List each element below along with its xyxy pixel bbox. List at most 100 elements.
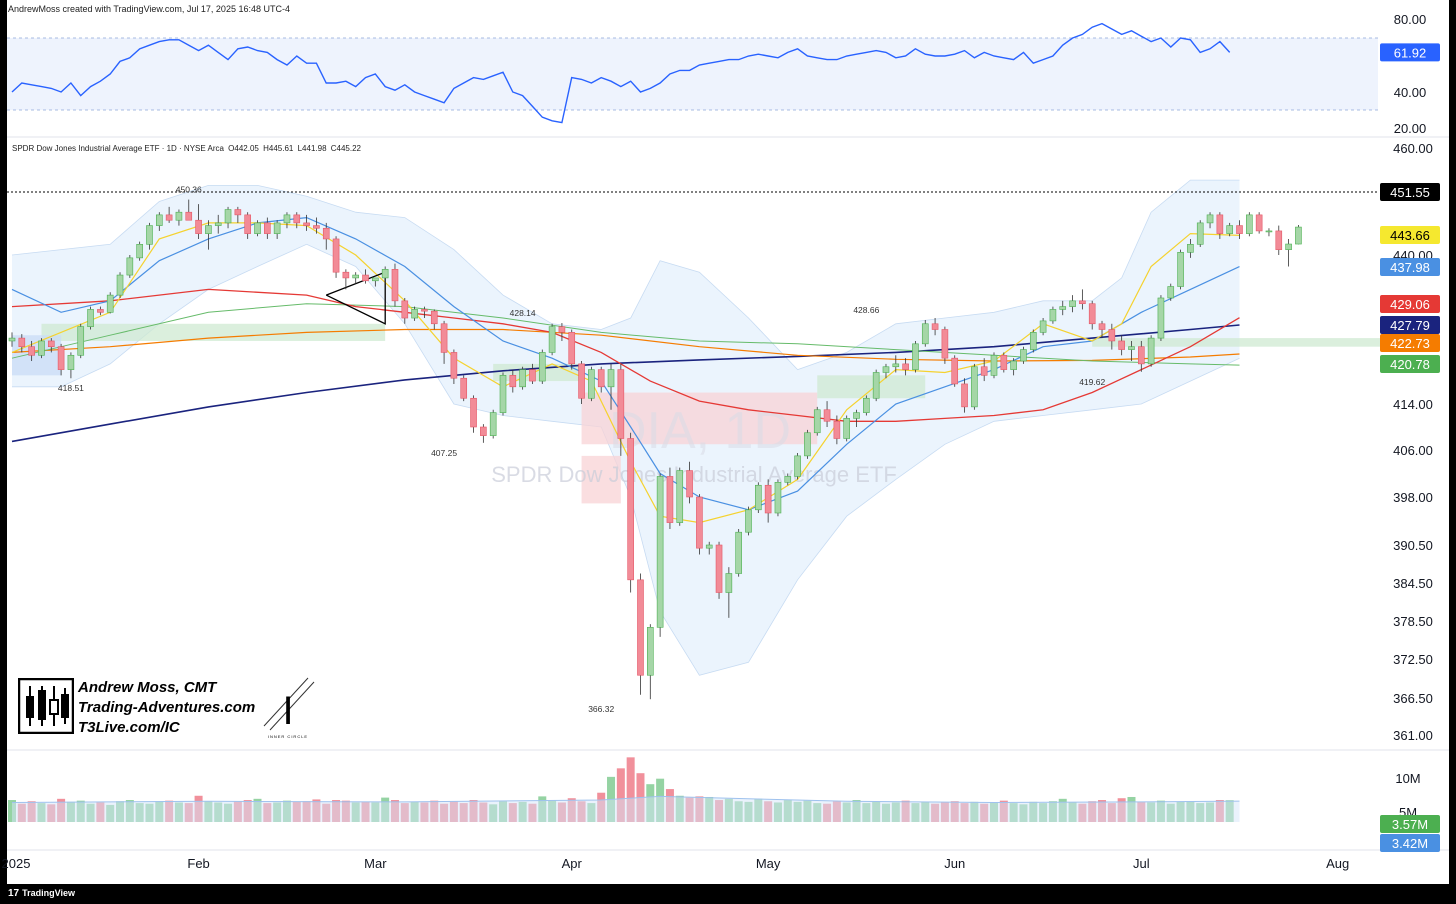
candle-body (38, 340, 45, 356)
candle-body (1000, 354, 1008, 370)
legend-close: C445.22 (330, 144, 361, 153)
candle-body (1039, 320, 1047, 333)
tradingview-logo[interactable]: 17 TradingView (8, 888, 75, 899)
candle-body (1206, 214, 1214, 224)
candle-body (646, 627, 654, 676)
candle-body (548, 326, 556, 353)
ma-value-label: 443.66 (1390, 228, 1430, 243)
candle-body (627, 438, 634, 581)
candle-body (902, 363, 909, 370)
price-tick-label: 406.00 (1393, 443, 1433, 458)
candle-body (1098, 323, 1106, 330)
candle-body (224, 209, 232, 224)
candle-body (411, 309, 418, 319)
candle-body (1187, 244, 1194, 253)
price-annotation: 366.32 (588, 704, 614, 714)
candle-body (450, 352, 458, 379)
candle-body (322, 227, 330, 240)
candle-body (921, 323, 929, 345)
candle-body (794, 455, 801, 477)
candle-body (205, 225, 212, 234)
candle-body (872, 372, 880, 399)
ma-value-badge (1380, 334, 1440, 352)
candle-body (843, 418, 851, 439)
candle-body (980, 366, 988, 376)
candle-body (273, 222, 281, 234)
volume-value-badge (1380, 815, 1440, 833)
candle-body (1216, 214, 1224, 234)
candle-body (607, 369, 615, 388)
candle-body (97, 309, 104, 313)
candle-body (764, 484, 772, 514)
sma50-line (11, 288, 1240, 422)
candle-body (1246, 214, 1253, 234)
candle-body (87, 309, 94, 327)
candle-body (823, 409, 831, 422)
svg-text:I: I (282, 689, 293, 733)
volume-ma-line (11, 795, 1240, 804)
price-tick-label: 361.00 (1393, 728, 1433, 743)
time-tick-label: Jun (944, 856, 965, 871)
candle-body (1108, 329, 1116, 342)
rsi-tick-label: 80.00 (1394, 12, 1427, 27)
candle-body (401, 300, 409, 319)
candle-body (1069, 300, 1076, 307)
candle-body (1265, 230, 1273, 233)
candle-body (1196, 222, 1204, 245)
candle-body (283, 214, 291, 224)
candle-body (1157, 297, 1165, 339)
price-tick-label: 378.50 (1393, 614, 1433, 629)
candle-body (421, 309, 428, 312)
candle-body (1255, 214, 1263, 232)
ma-value-label: 422.73 (1390, 336, 1430, 351)
volume-bar (626, 757, 635, 822)
candle-body (489, 412, 497, 436)
rsi-band (7, 38, 1378, 110)
time-axis: 2025 Feb Mar Apr May Jun Jul Aug (2, 856, 1350, 871)
candle-body (1167, 286, 1175, 299)
candle-body (705, 544, 713, 549)
time-tick-label: Jul (1133, 856, 1150, 871)
candle-body (391, 269, 399, 302)
volume-value-label: 3.42M (1392, 836, 1428, 851)
price-tick-label: 366.50 (1393, 691, 1433, 706)
author-site: Trading-Adventures.com (78, 699, 256, 716)
candle-body (578, 363, 585, 399)
price-annotation: 450.36 (176, 185, 202, 195)
rsi-line (11, 22, 1231, 124)
candle-body (156, 214, 163, 226)
sma100-line (11, 303, 1240, 366)
candle-body (588, 369, 595, 399)
candle-body (509, 375, 517, 388)
candle-body (430, 310, 438, 325)
volume-value-badge (1380, 834, 1440, 852)
ma-value-badge (1380, 316, 1440, 334)
candle-body (1226, 225, 1233, 234)
candle-body (1029, 332, 1037, 350)
candle-body (941, 329, 949, 359)
rsi-value-badge (1380, 43, 1440, 62)
ma-value-badge (1380, 355, 1440, 373)
candle-body (136, 244, 143, 259)
price-annotation: 428.66 (853, 305, 879, 315)
time-tick-label: Mar (364, 856, 387, 871)
candle-body (67, 354, 75, 370)
candle-body (460, 377, 468, 399)
candle-body (774, 482, 782, 514)
candle-body (214, 222, 222, 226)
legend-title: SPDR Dow Jones Industrial Average ETF · … (12, 144, 224, 153)
candle-body (57, 346, 65, 370)
candle-body (313, 225, 320, 229)
created-caption: AndrewMoss created with TradingView.com,… (8, 4, 290, 14)
price-annotation: 418.51 (58, 383, 84, 393)
seal-text: INNER CIRCLE (268, 734, 308, 739)
candle-body (1088, 303, 1096, 325)
ma-value-label: 429.06 (1390, 297, 1430, 312)
inner-circle-logo-icon: I INNER CIRCLE (263, 677, 315, 739)
candle-body (352, 274, 360, 279)
watermark-symbol: DIA, 1D (609, 402, 791, 460)
candle-body (8, 337, 16, 342)
candle-body (18, 337, 26, 347)
candle-body (185, 211, 193, 221)
